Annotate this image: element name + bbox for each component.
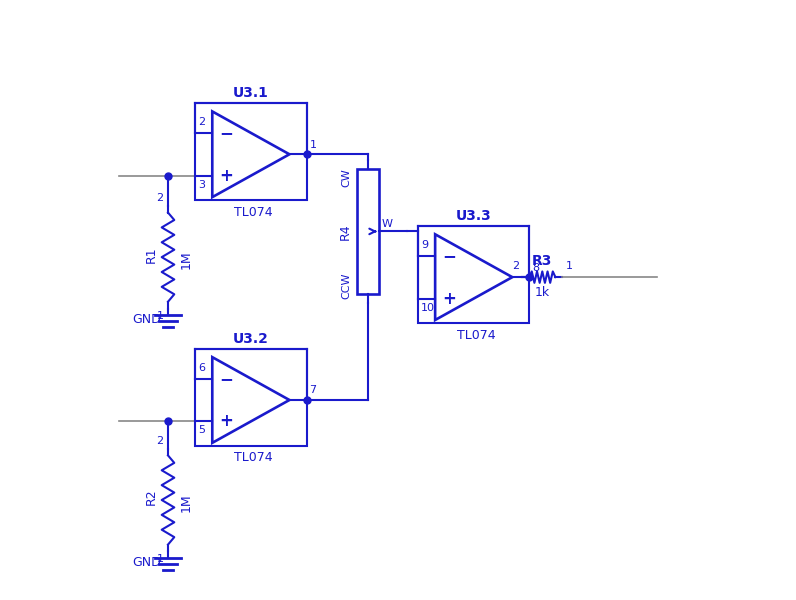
Text: 9: 9 (421, 240, 428, 250)
Text: 3: 3 (198, 180, 205, 190)
Text: −: − (220, 124, 233, 142)
Text: CW: CW (341, 168, 351, 187)
Text: 6: 6 (198, 363, 205, 373)
Text: 1: 1 (566, 262, 572, 271)
Text: 1: 1 (310, 140, 317, 150)
Text: 1k: 1k (535, 286, 550, 299)
Text: TL074: TL074 (234, 451, 273, 464)
Text: 7: 7 (310, 385, 317, 395)
Bar (357, 169, 379, 294)
Text: TL074: TL074 (234, 206, 273, 219)
Text: +: + (220, 167, 233, 185)
Text: U3.1: U3.1 (233, 86, 269, 100)
Text: +: + (443, 290, 456, 308)
Bar (195, 349, 306, 446)
Text: 8: 8 (533, 263, 540, 272)
Text: TL074: TL074 (457, 329, 496, 341)
Text: 1: 1 (157, 311, 163, 322)
Text: R1: R1 (145, 246, 158, 263)
Text: 2: 2 (156, 436, 163, 446)
Text: U3.2: U3.2 (233, 332, 269, 346)
Text: R4: R4 (338, 223, 351, 240)
Text: GND: GND (132, 313, 161, 326)
Text: GND: GND (132, 556, 161, 569)
Text: −: − (220, 370, 233, 388)
Text: +: + (220, 412, 233, 430)
Text: 2: 2 (198, 117, 205, 127)
Text: R2: R2 (145, 489, 158, 505)
Text: R3: R3 (532, 254, 552, 268)
Text: U3.3: U3.3 (456, 209, 492, 223)
Text: 5: 5 (198, 425, 205, 436)
Text: W: W (381, 219, 392, 229)
Text: 1M: 1M (179, 494, 193, 512)
Text: −: − (443, 247, 456, 265)
Bar (195, 103, 306, 200)
Text: 10: 10 (421, 302, 435, 313)
Text: 2: 2 (156, 193, 163, 203)
Text: 1: 1 (157, 554, 163, 564)
Text: CCW: CCW (341, 272, 351, 299)
Text: 1M: 1M (179, 251, 193, 269)
Bar (418, 226, 529, 323)
Text: 2: 2 (512, 262, 519, 271)
